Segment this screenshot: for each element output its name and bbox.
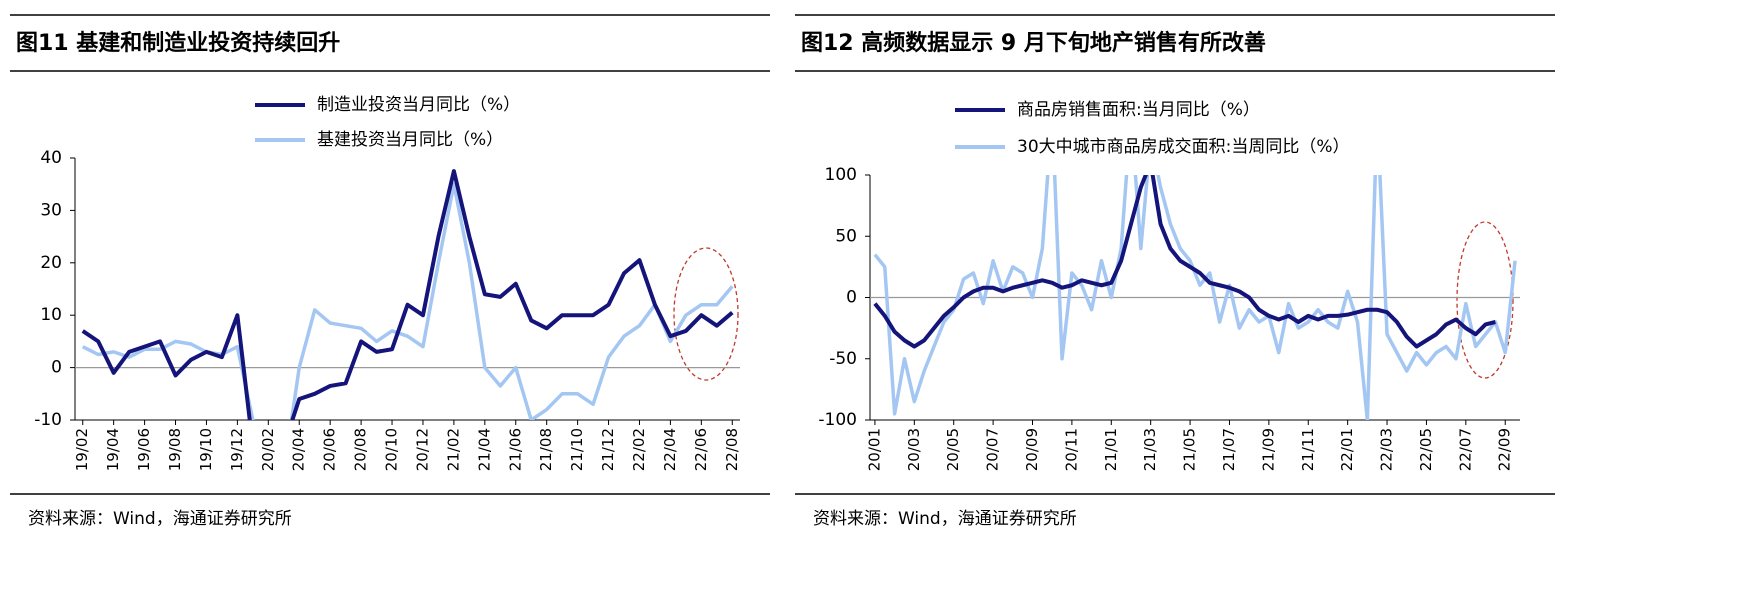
x-tick-label: 19/04 [104,428,122,471]
highlight-ellipse [1456,221,1514,379]
series-line [873,175,1517,420]
x-tick-label: 21/08 [537,428,555,471]
source-note: 资料来源：Wind，海通证券研究所 [28,509,292,529]
x-tick-label: 21/11 [1299,428,1317,471]
x-tick-label: 22/05 [1417,428,1435,471]
y-tick-label: 10 [40,305,62,325]
x-tick-label: 20/07 [984,428,1002,471]
line [873,175,1517,420]
x-tick-label: 21/10 [568,428,586,471]
chart-title: 图12 高频数据显示 9 月下旬地产销售有所改善 [801,30,1266,56]
x-tick-label: 19/02 [73,428,91,471]
x-tick-label: 22/01 [1338,428,1356,471]
legend-label: 30大中城市商品房成交面积:当周同比（%） [1017,137,1350,157]
y-tick-label: -50 [829,349,857,369]
series-line [873,175,1496,349]
x-tick-label: 20/06 [321,428,339,471]
x-tick-label: 20/01 [865,428,883,471]
series-line [81,169,734,420]
x-tick-label: 22/02 [630,428,648,471]
legend-label: 基建投资当月同比（%） [317,130,503,150]
y-tick-label: 40 [40,148,62,168]
chart-title: 图11 基建和制造业投资持续回升 [16,30,340,56]
x-tick-label: 20/03 [905,428,923,471]
x-tick-label: 20/12 [413,428,431,471]
source-note: 资料来源：Wind，海通证券研究所 [813,509,1077,529]
legend-label: 商品房销售面积:当月同比（%） [1017,100,1260,120]
x-tick-label: 22/08 [723,428,741,471]
x-tick-label: 22/09 [1496,428,1514,471]
x-tick-label: 22/04 [661,428,679,471]
x-tick-label: 22/03 [1378,428,1396,471]
y-tick-label: 0 [51,358,62,378]
x-tick-label: 20/10 [383,428,401,471]
x-tick-label: 21/06 [506,428,524,471]
x-tick-label: 20/04 [290,428,308,471]
x-tick-label: 21/07 [1220,428,1238,471]
x-tick-label: 21/02 [444,428,462,471]
x-tick-label: 20/11 [1062,428,1080,471]
y-tick-label: 0 [846,288,857,308]
y-tick-label: -10 [34,410,62,430]
x-tick-label: 21/12 [599,428,617,471]
x-tick-label: 19/10 [197,428,215,471]
line [873,175,1496,349]
x-tick-label: 20/09 [1023,428,1041,471]
y-tick-label: 100 [825,165,857,185]
y-tick-label: 20 [40,253,62,273]
x-tick-label: 21/01 [1102,428,1120,471]
x-tick-label: 21/03 [1141,428,1159,471]
line [81,182,734,420]
y-tick-label: 50 [835,226,857,246]
panel-frame [10,14,1555,495]
x-tick-label: 21/05 [1181,428,1199,471]
x-tick-label: 20/08 [352,428,370,471]
x-tick-label: 19/08 [166,428,184,471]
series-line [81,182,734,420]
line [81,169,734,420]
x-tick-label: 19/12 [228,428,246,471]
x-tick-label: 21/09 [1259,428,1277,471]
x-tick-label: 19/06 [135,428,153,471]
y-tick-label: -100 [818,410,857,430]
highlight-ellipse [673,247,739,381]
x-tick-label: 22/07 [1456,428,1474,471]
x-tick-label: 21/04 [475,428,493,471]
x-tick-label: 20/05 [944,428,962,471]
x-tick-label: 22/06 [692,428,710,471]
legend-label: 制造业投资当月同比（%） [317,95,520,115]
x-tick-label: 20/02 [259,428,277,471]
y-tick-label: 30 [40,200,62,220]
